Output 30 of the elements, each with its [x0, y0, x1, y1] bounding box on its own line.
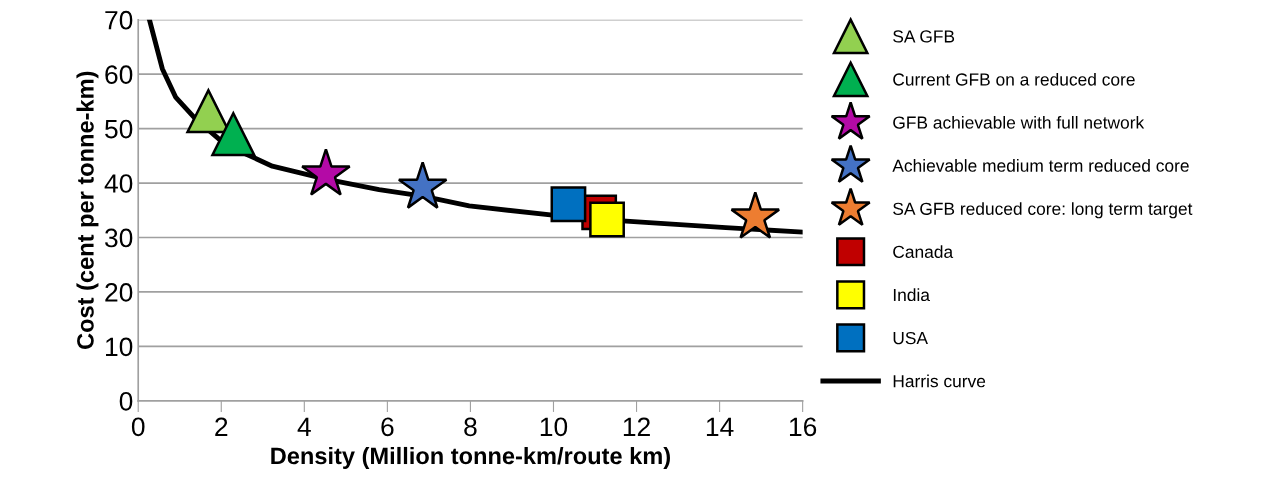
point — [589, 201, 625, 238]
legend-label: USA — [893, 331, 928, 345]
legend-label: SA GFB reduced core: long term target — [893, 202, 1193, 219]
y-tick-label: 10 — [106, 337, 133, 357]
point — [211, 111, 256, 157]
y-tick-label: 70 — [105, 10, 133, 30]
legend-label: SA GFB — [893, 30, 955, 43]
x-tick-label: 14 — [706, 417, 734, 436]
x-tick-label: 8 — [464, 417, 477, 437]
x-tick-label: 12 — [623, 417, 650, 436]
x-axis-title: Density (Million tonne-km/route km) — [271, 446, 670, 469]
legend-label: GFB achievable with full network — [893, 115, 1145, 129]
legend-label: Canada — [893, 245, 954, 259]
y-tick-label: 60 — [105, 65, 133, 84]
x-tick-label: 6 — [381, 417, 394, 437]
legend-label: Current GFB on a reduced core — [893, 72, 1135, 86]
y-tick-label: 50 — [105, 119, 133, 139]
legend-label: India — [893, 288, 930, 302]
point — [550, 186, 587, 223]
x-tick-label: 2 — [215, 417, 228, 436]
legend-label: Achievable medium term reduced core — [892, 159, 1189, 172]
y-tick-label: 0 — [119, 391, 133, 411]
x-tick-label: 10 — [540, 417, 568, 437]
y-tick-label: 20 — [105, 283, 133, 302]
legend-label: Harris curve — [893, 374, 986, 388]
y-axis-title: Cost (cent per tonne-km) — [76, 71, 99, 349]
y-tick-label: 30 — [105, 228, 133, 248]
x-tick-label: 16 — [789, 417, 817, 437]
y-tick-label: 40 — [104, 174, 133, 193]
x-tick-label: 4 — [297, 417, 311, 436]
